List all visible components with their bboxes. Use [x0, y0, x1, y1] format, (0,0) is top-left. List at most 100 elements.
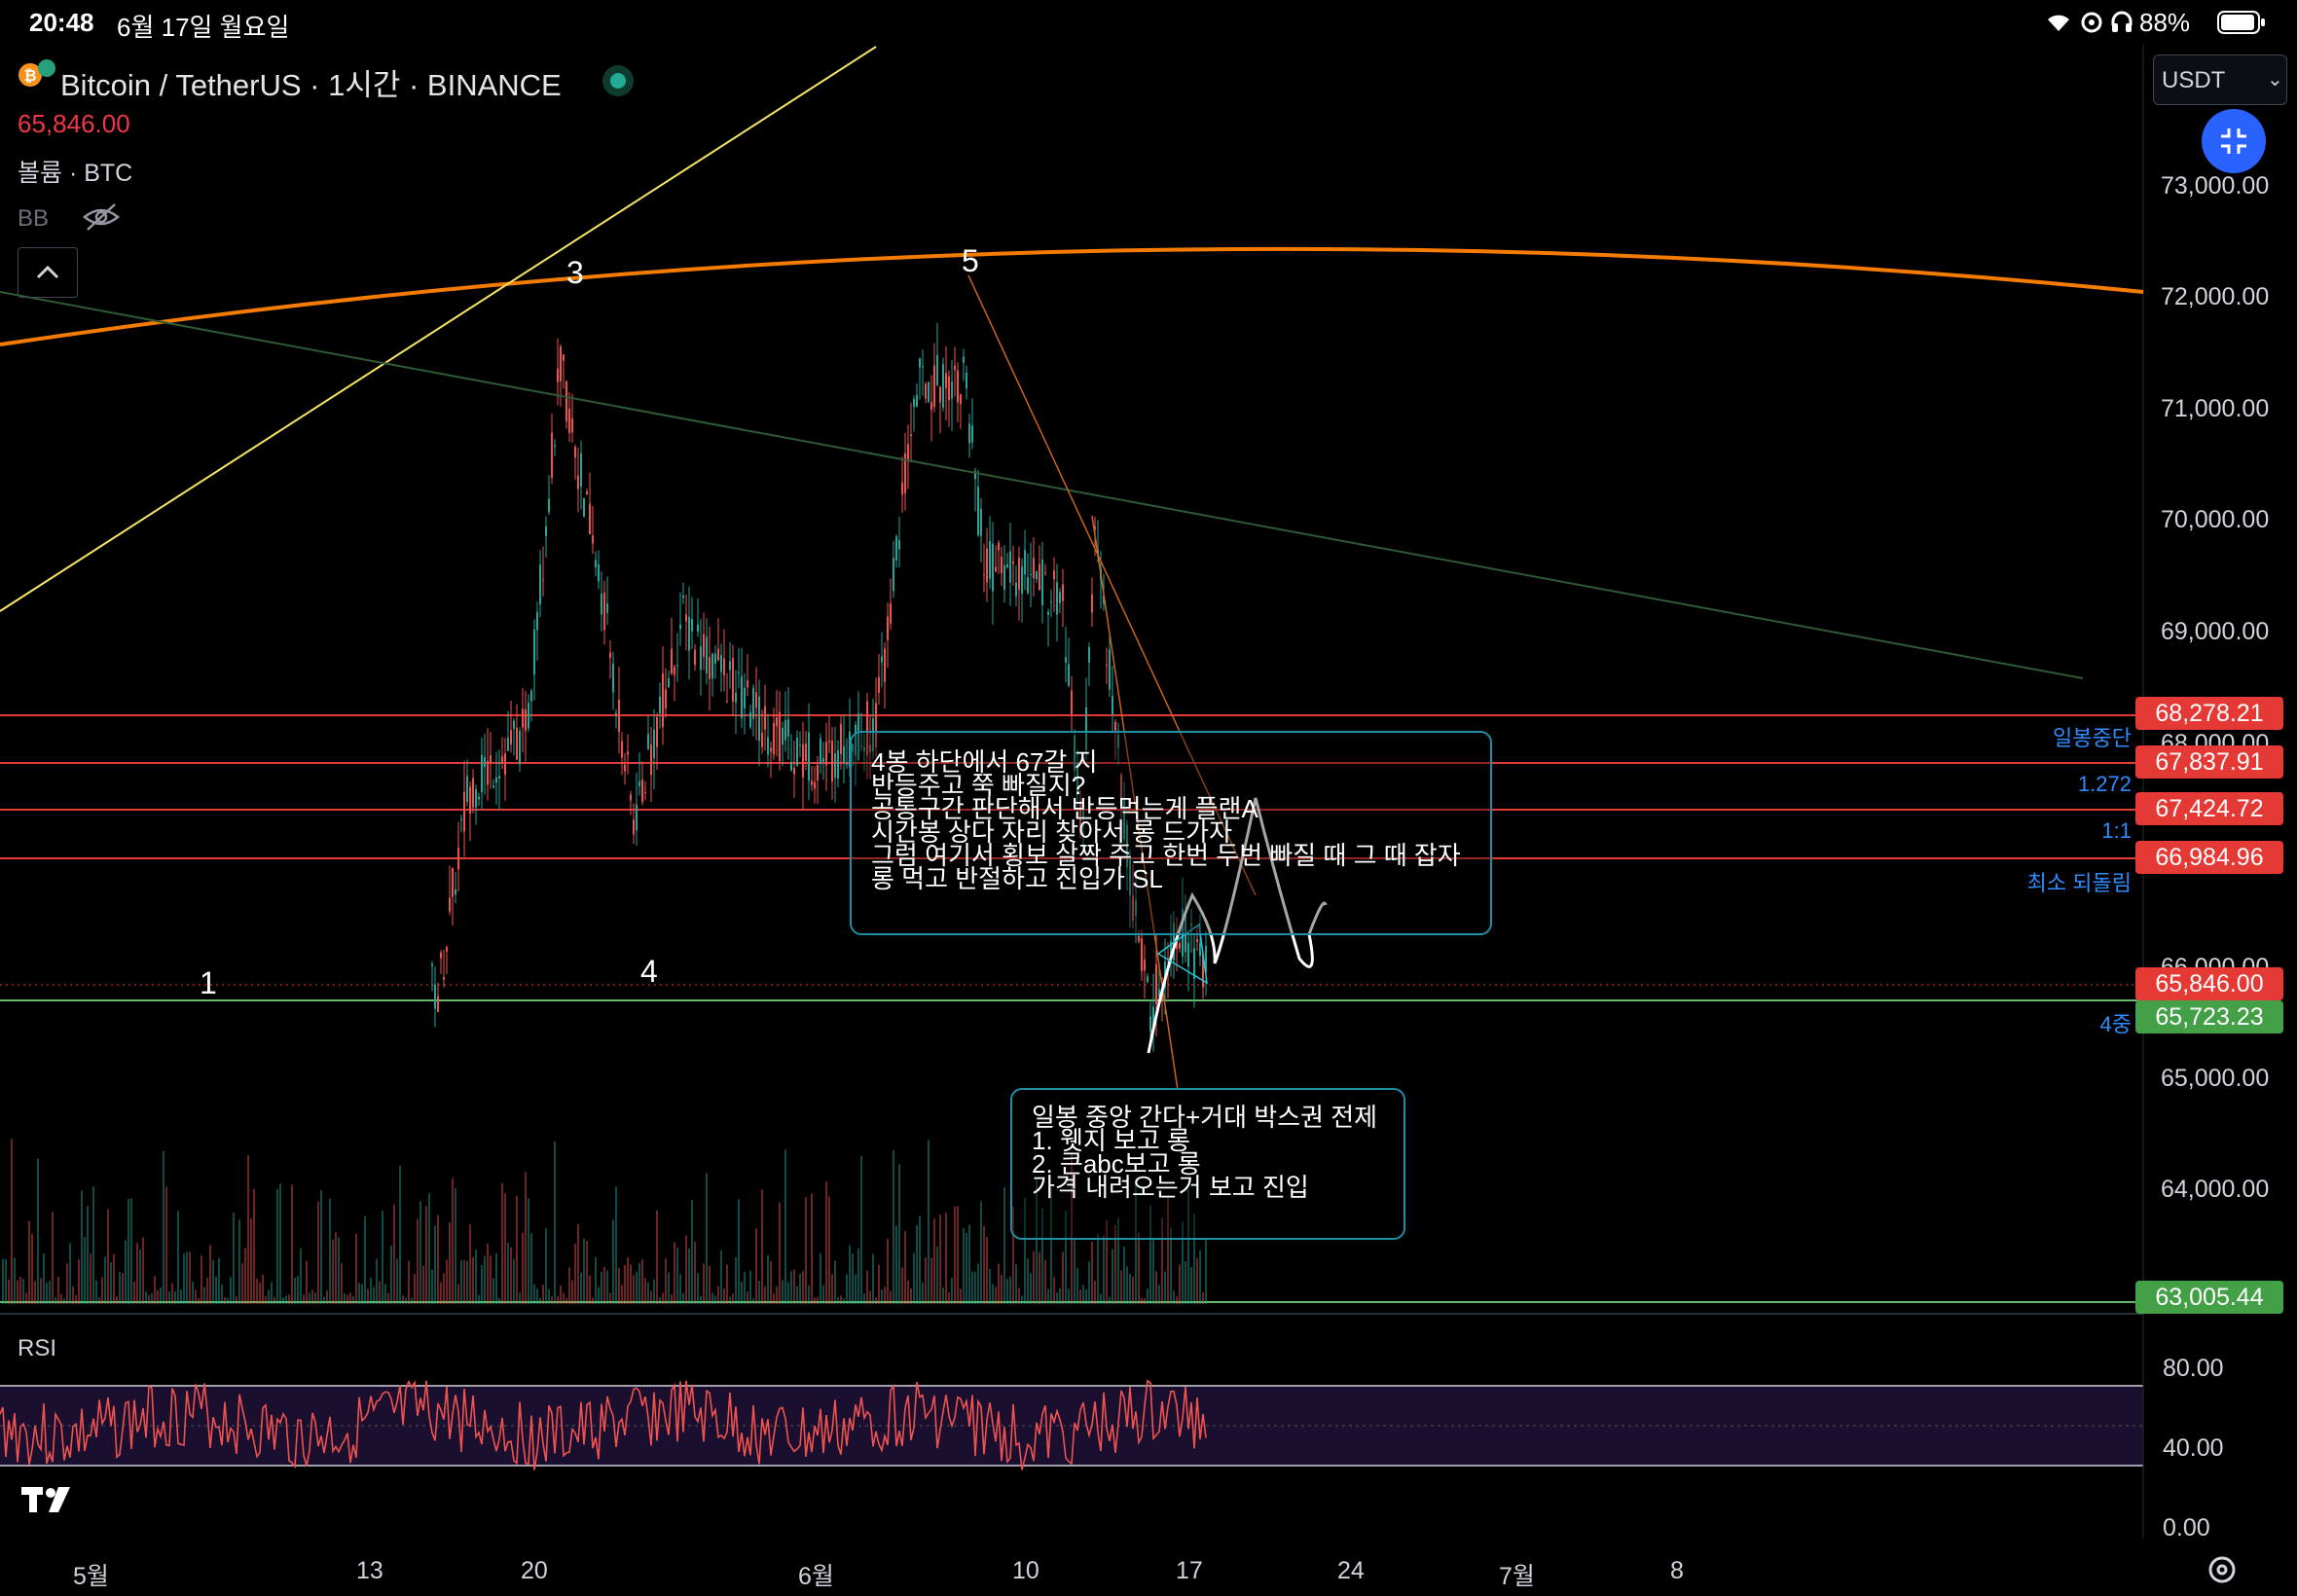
time-axis-label: 17 — [1176, 1557, 1203, 1584]
exit-fullscreen-button[interactable] — [2202, 109, 2266, 173]
volume-bar — [516, 1195, 518, 1304]
bb-indicator-label[interactable]: BB — [18, 205, 50, 232]
candle-body — [437, 996, 439, 1012]
price-axis-label: 73,000.00 — [2161, 172, 2270, 200]
volume-bar — [244, 1248, 246, 1304]
volume-bar — [1044, 1260, 1046, 1304]
price-tag: 65,723.23 — [2135, 1000, 2283, 1034]
candle-body — [901, 482, 903, 495]
time-axis-label: 5월 — [73, 1563, 109, 1590]
rsi-axis-label: 80.00 — [2163, 1355, 2224, 1382]
rsi-label[interactable]: RSI — [18, 1335, 57, 1361]
volume-bar — [665, 1258, 667, 1304]
volume-bar — [367, 1288, 369, 1304]
volume-bar — [1047, 1288, 1049, 1304]
note-box-plan[interactable]: 4봉 하단에서 67갈 지 반등주고 쭉 빠질지? 공통구간 판단해서 반등먹는… — [850, 731, 1492, 935]
volume-bar — [393, 1204, 395, 1304]
candle-body — [1065, 657, 1067, 663]
currency-select[interactable]: USDT ⌄ — [2153, 54, 2287, 105]
volume-bar — [265, 1295, 267, 1304]
candle-body — [548, 498, 550, 513]
collapse-legend-button[interactable] — [18, 247, 78, 298]
candle-body — [942, 364, 944, 408]
candle-body — [843, 745, 845, 763]
volume-bar — [358, 1283, 360, 1304]
note-box-strategy[interactable]: 일봉 중앙 간다+거대 박스권 전제 1. 웻지 보고 롱 2. 큰abc보고 … — [1010, 1088, 1405, 1240]
market-status-icon[interactable] — [602, 64, 635, 102]
candle-body — [507, 737, 509, 751]
wave-label: 3 — [566, 255, 584, 290]
volume-bar — [1196, 1257, 1198, 1304]
level-label: 1:1 — [2101, 818, 2132, 843]
candle-body — [1185, 913, 1186, 953]
candle-body — [1062, 584, 1064, 601]
note-line: 반등주고 쭉 빠질지? — [871, 771, 1086, 800]
candle-body — [773, 723, 775, 755]
candle-body — [609, 652, 611, 659]
volume-bar — [492, 1278, 494, 1304]
volume-bar — [443, 1273, 445, 1304]
candle-body — [1182, 908, 1184, 957]
volume-bar — [729, 1296, 731, 1304]
candle-body — [933, 365, 935, 408]
volume-bar — [466, 1260, 468, 1304]
volume-bar — [408, 1260, 410, 1304]
volume-bar — [1059, 1288, 1061, 1304]
candle-body — [928, 381, 930, 402]
candle-body — [504, 753, 506, 776]
volume-bar — [828, 1196, 830, 1304]
candle-body — [872, 718, 874, 752]
volume-bar — [790, 1271, 792, 1304]
candle-body — [992, 543, 994, 592]
candle-body — [545, 526, 547, 536]
candle-body — [1091, 594, 1093, 613]
candle-body — [930, 402, 932, 411]
volume-bar — [63, 1297, 65, 1304]
volume-bar — [674, 1242, 675, 1304]
volume-bar — [530, 1233, 532, 1304]
volume-bar — [1152, 1238, 1154, 1304]
volume-bar — [513, 1258, 515, 1304]
volume-bar — [802, 1271, 804, 1304]
volume-bar — [352, 1295, 354, 1304]
price-tag: 65,846.00 — [2135, 967, 2283, 1000]
settings-gear-icon[interactable] — [2206, 1553, 2239, 1591]
volume-bar — [709, 1265, 711, 1304]
candle-body — [595, 560, 597, 568]
candle-body — [983, 574, 985, 576]
volume-bar — [303, 1294, 305, 1304]
candle-body — [691, 618, 693, 632]
symbol-title[interactable]: Bitcoin / TetherUS · 1시간 · BINANCE — [60, 68, 562, 102]
volume-bar — [1170, 1227, 1172, 1304]
volume-bar — [119, 1272, 121, 1304]
candle-body — [1056, 582, 1058, 615]
candle-body — [586, 490, 588, 494]
volume-bar — [910, 1288, 912, 1304]
volume-bar — [989, 1268, 991, 1304]
candle-body — [522, 708, 524, 728]
price-tag: 66,984.96 — [2135, 841, 2283, 874]
volume-bar — [440, 1282, 442, 1304]
volume-bar — [837, 1297, 839, 1304]
volume-bar — [19, 1276, 21, 1304]
time-axis-label: 13 — [356, 1557, 383, 1584]
price-axis-label: 71,000.00 — [2161, 395, 2270, 422]
volume-bar — [507, 1242, 509, 1304]
volume-label[interactable]: 볼륨 · BTC — [18, 160, 133, 187]
candle-body — [910, 434, 912, 436]
volume-bar — [218, 1257, 220, 1304]
volume-bar — [390, 1245, 392, 1304]
volume-bar — [761, 1189, 763, 1304]
eye-hidden-icon[interactable] — [82, 200, 121, 238]
volume-bar — [995, 1287, 997, 1304]
volume-bar — [437, 1215, 439, 1304]
candle-body — [1196, 939, 1198, 943]
candle-body — [846, 763, 848, 765]
trend-line-green — [0, 291, 2084, 679]
volume-bar — [822, 1285, 824, 1304]
candle-body — [490, 755, 492, 764]
candle-body — [1033, 557, 1035, 579]
candle-body — [796, 737, 798, 766]
volume-bar — [688, 1248, 690, 1304]
